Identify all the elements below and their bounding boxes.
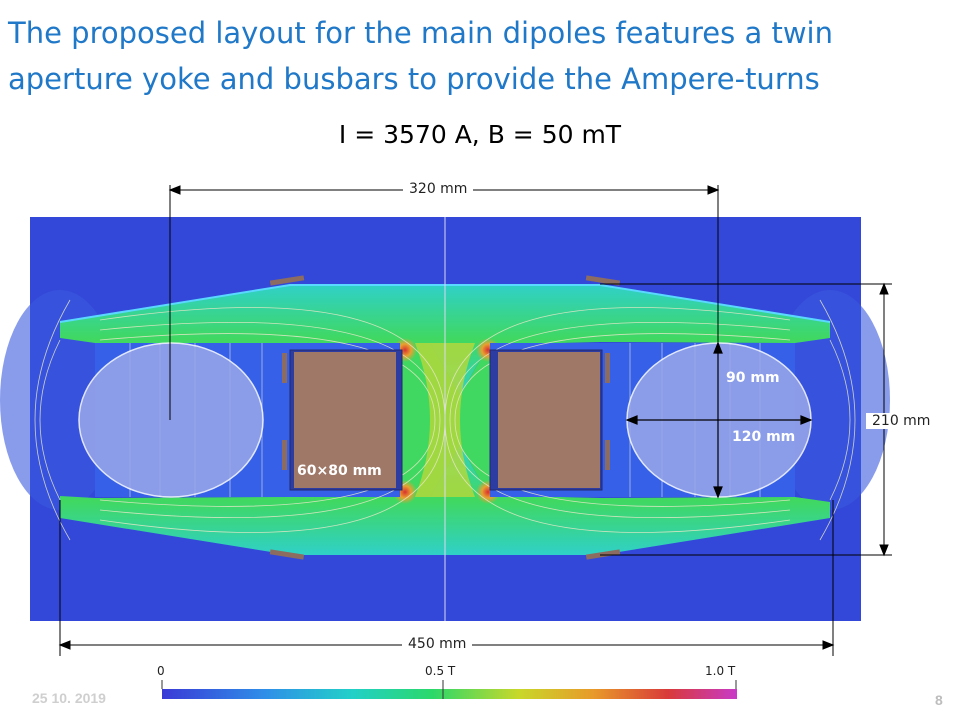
beam-aperture-left [78,342,264,498]
label-320mm: 320 mm [403,181,474,197]
label-90mm: 90 mm [726,370,780,386]
page-number: 8 [935,692,943,708]
footer-date: 25 10. 2019 [32,690,106,706]
label-120mm: 120 mm [732,429,796,445]
color-scale-bar [162,689,737,699]
scale-mid-label: 0.5 T [425,664,456,678]
label-450mm: 450 mm [402,636,473,652]
dimension-120 [625,415,813,425]
slide-title: The proposed layout for the main dipoles… [8,16,833,96]
busbar-right [498,352,600,488]
field-conditions: I = 3570 A, B = 50 mT [338,120,622,149]
label-210mm: 210 mm [866,413,937,429]
scale-max-label: 1.0 T [705,664,736,678]
label-busbar-size: 60×80 mm [297,463,382,479]
busbar-left [294,352,396,488]
scale-min-label: 0 [157,664,165,678]
